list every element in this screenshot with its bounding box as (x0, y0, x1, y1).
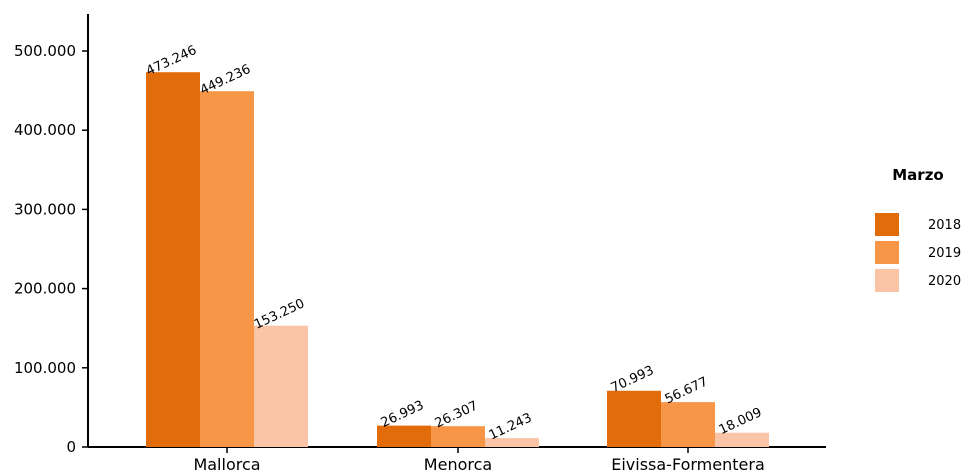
legend-label-2019: 2019 (928, 246, 961, 261)
bar-menorca-2018 (377, 425, 431, 447)
x-tick-label: Menorca (424, 455, 492, 474)
bar-menorca-2020 (485, 438, 539, 447)
bar-eivissa-formentera-2018 (607, 390, 661, 447)
legend-label-2018: 2018 (928, 218, 961, 233)
legend-swatch-2018 (875, 213, 899, 236)
bar-mallorca-2020 (254, 325, 308, 447)
y-axis: 0 100.000 200.000 300.000 400.000 500.000 (14, 14, 89, 456)
legend-title: Marzo (892, 166, 943, 184)
legend-swatch-2020 (875, 269, 899, 292)
legend-swatch-2019 (875, 241, 899, 264)
x-tick-label: Mallorca (193, 455, 260, 474)
legend-label-2020: 2020 (928, 274, 961, 289)
y-tick-label: 300.000 (14, 200, 76, 218)
bar-menorca-2019 (431, 426, 485, 447)
y-tick-label: 400.000 (14, 121, 76, 139)
bar-mallorca-2019 (200, 91, 254, 448)
legend: Marzo 2018 2019 2020 (875, 166, 961, 292)
y-tick-label: 0 (66, 438, 76, 456)
x-axis: Mallorca Menorca Eivissa-Formentera (88, 446, 826, 474)
bars (146, 72, 769, 448)
y-tick-label: 500.000 (14, 42, 76, 60)
bar-eivissa-formentera-2019 (661, 402, 715, 447)
x-tick-label: Eivissa-Formentera (611, 455, 765, 474)
bar-mallorca-2018 (146, 72, 200, 447)
bar-eivissa-formentera-2020 (715, 432, 769, 447)
y-tick-label: 100.000 (14, 359, 76, 377)
y-tick-label: 200.000 (14, 280, 76, 298)
